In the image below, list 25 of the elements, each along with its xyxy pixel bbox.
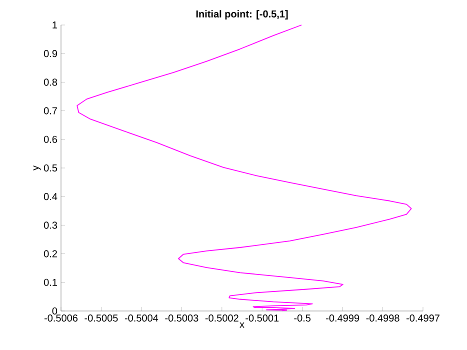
x-tick-label: -0.5003	[165, 314, 198, 322]
y-axis-title: y	[33, 166, 41, 170]
y-tick-label: 0.2	[44, 250, 57, 258]
x-tick-label: -0.5005	[84, 314, 118, 322]
chart-title: Initial point: [-0.5,1]	[196, 10, 288, 20]
x-tick-label: -0.5	[294, 314, 311, 322]
y-tick-label: 0.1	[44, 278, 57, 286]
y-tick-label: 0.6	[44, 136, 58, 143]
x-tick-label: -0.4997	[406, 314, 440, 322]
x-tick-label: -0.5006	[44, 314, 78, 322]
x-tick-label: -0.4999	[326, 314, 360, 322]
x-tick-label: -0.4998	[366, 314, 400, 322]
y-tick-label: 0.9	[44, 50, 58, 58]
y-tick-label: 0.7	[44, 107, 57, 114]
y-tick-label: 1	[52, 22, 57, 28]
x-tick-label: -0.5004	[124, 314, 158, 322]
y-tick-label: 0.4	[44, 193, 58, 200]
y-tick-label: 0.8	[44, 78, 58, 86]
y-tick-label: 0.3	[44, 222, 58, 229]
y-tick-label: 0.5	[44, 164, 58, 172]
x-tick-label: -0.5001	[246, 314, 279, 322]
x-tick-label: -0.5002	[205, 314, 238, 322]
line-series	[76, 24, 412, 312]
y-tick-label: 0	[52, 307, 58, 315]
x-axis-title: x	[240, 322, 244, 328]
